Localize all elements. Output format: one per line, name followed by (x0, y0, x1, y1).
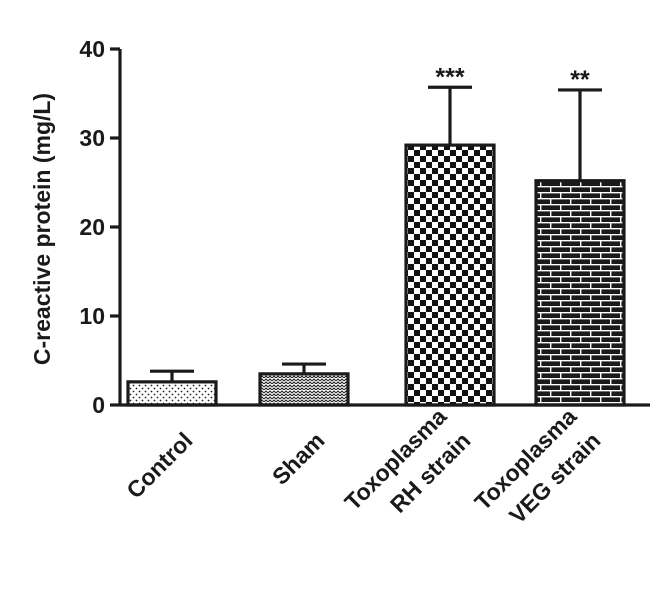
x-category-label: Sham (267, 427, 330, 490)
y-tick-label: 0 (92, 392, 105, 418)
x-category-label-line: Sham (267, 427, 330, 490)
significance-label: *** (435, 63, 464, 91)
bar (404, 143, 496, 407)
y-tick-label: 10 (79, 303, 105, 329)
x-category-label: Control (121, 427, 197, 503)
bar (126, 380, 218, 407)
y-ticks-group: 0 10 20 30 40 (79, 36, 120, 418)
significance-label: ** (570, 66, 590, 94)
error-bars-group (150, 85, 602, 382)
y-tick-label: 40 (79, 36, 105, 62)
y-tick-label: 30 (79, 125, 105, 151)
x-labels-group: Control Sham ToxoplasmaRH strainToxoplasma… (121, 403, 605, 539)
bar (258, 372, 350, 407)
y-tick-label: 20 (79, 214, 105, 240)
y-axis-label: C-reactive protein (mg/L) (29, 93, 55, 365)
x-category-label: ToxoplasmaRH strain (339, 403, 475, 539)
significance-group: *** ** (435, 63, 590, 94)
bars-group (126, 143, 626, 407)
bar (534, 179, 626, 407)
x-category-label: ToxoplasmaVEG strain (469, 403, 605, 539)
x-category-label-line: Control (121, 427, 197, 503)
